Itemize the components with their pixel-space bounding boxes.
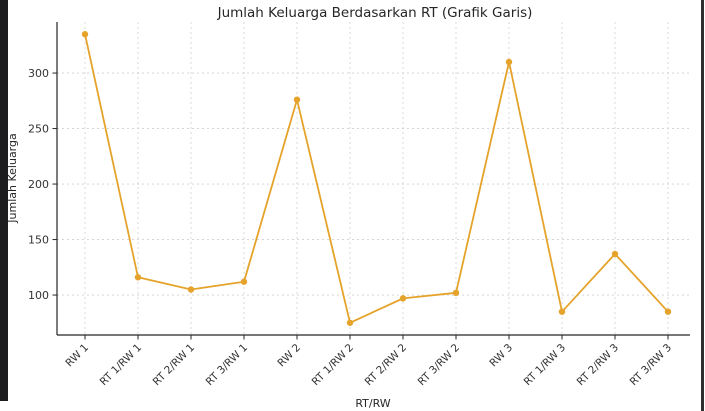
- right-edge-line: [701, 0, 704, 411]
- x-axis-label: RT/RW: [355, 397, 390, 410]
- x-tick-label: RT 1/RW 1: [98, 342, 145, 389]
- data-point: [664, 308, 672, 315]
- y-tick-label: 100: [28, 289, 49, 302]
- x-tick-label: RW 3: [487, 342, 515, 370]
- data-point: [346, 319, 354, 326]
- x-tick-label: RW 2: [275, 342, 303, 370]
- data-point: [293, 96, 301, 103]
- data-point: [399, 295, 407, 302]
- data-point: [505, 58, 513, 66]
- grid-layer: [57, 22, 690, 335]
- data-line: [84, 34, 669, 324]
- line-series: [81, 31, 672, 326]
- x-tick-label: RT 2/RW 1: [151, 342, 198, 389]
- data-point: [81, 31, 89, 38]
- data-point: [240, 278, 248, 285]
- x-tick-label: RT 3/RW 2: [416, 342, 463, 389]
- x-tick-label: RT 2/RW 2: [363, 342, 410, 389]
- x-tick-label: RT 1/RW 2: [310, 342, 357, 389]
- x-tick-label: RT 2/RW 3: [575, 342, 622, 389]
- data-point: [187, 286, 195, 293]
- data-point: [134, 274, 142, 281]
- y-tick-label: 300: [28, 67, 49, 80]
- x-tick-label: RT 3/RW 1: [204, 342, 251, 389]
- y-tick-label: 250: [28, 122, 49, 135]
- x-tick-label: RW 1: [63, 342, 91, 370]
- data-point: [611, 250, 619, 258]
- data-point: [452, 289, 460, 297]
- x-tick-label: RT 1/RW 3: [522, 342, 569, 389]
- chart-title: Jumlah Keluarga Berdasarkan RT (Grafik G…: [217, 5, 533, 21]
- y-axis-label: Jumlah Keluarga: [6, 133, 19, 223]
- data-point: [558, 308, 566, 315]
- y-tick-label: 150: [28, 233, 49, 246]
- left-edge-bar: [0, 0, 8, 401]
- x-tick-label: RT 3/RW 3: [628, 342, 675, 389]
- y-tick-label: 200: [28, 178, 49, 191]
